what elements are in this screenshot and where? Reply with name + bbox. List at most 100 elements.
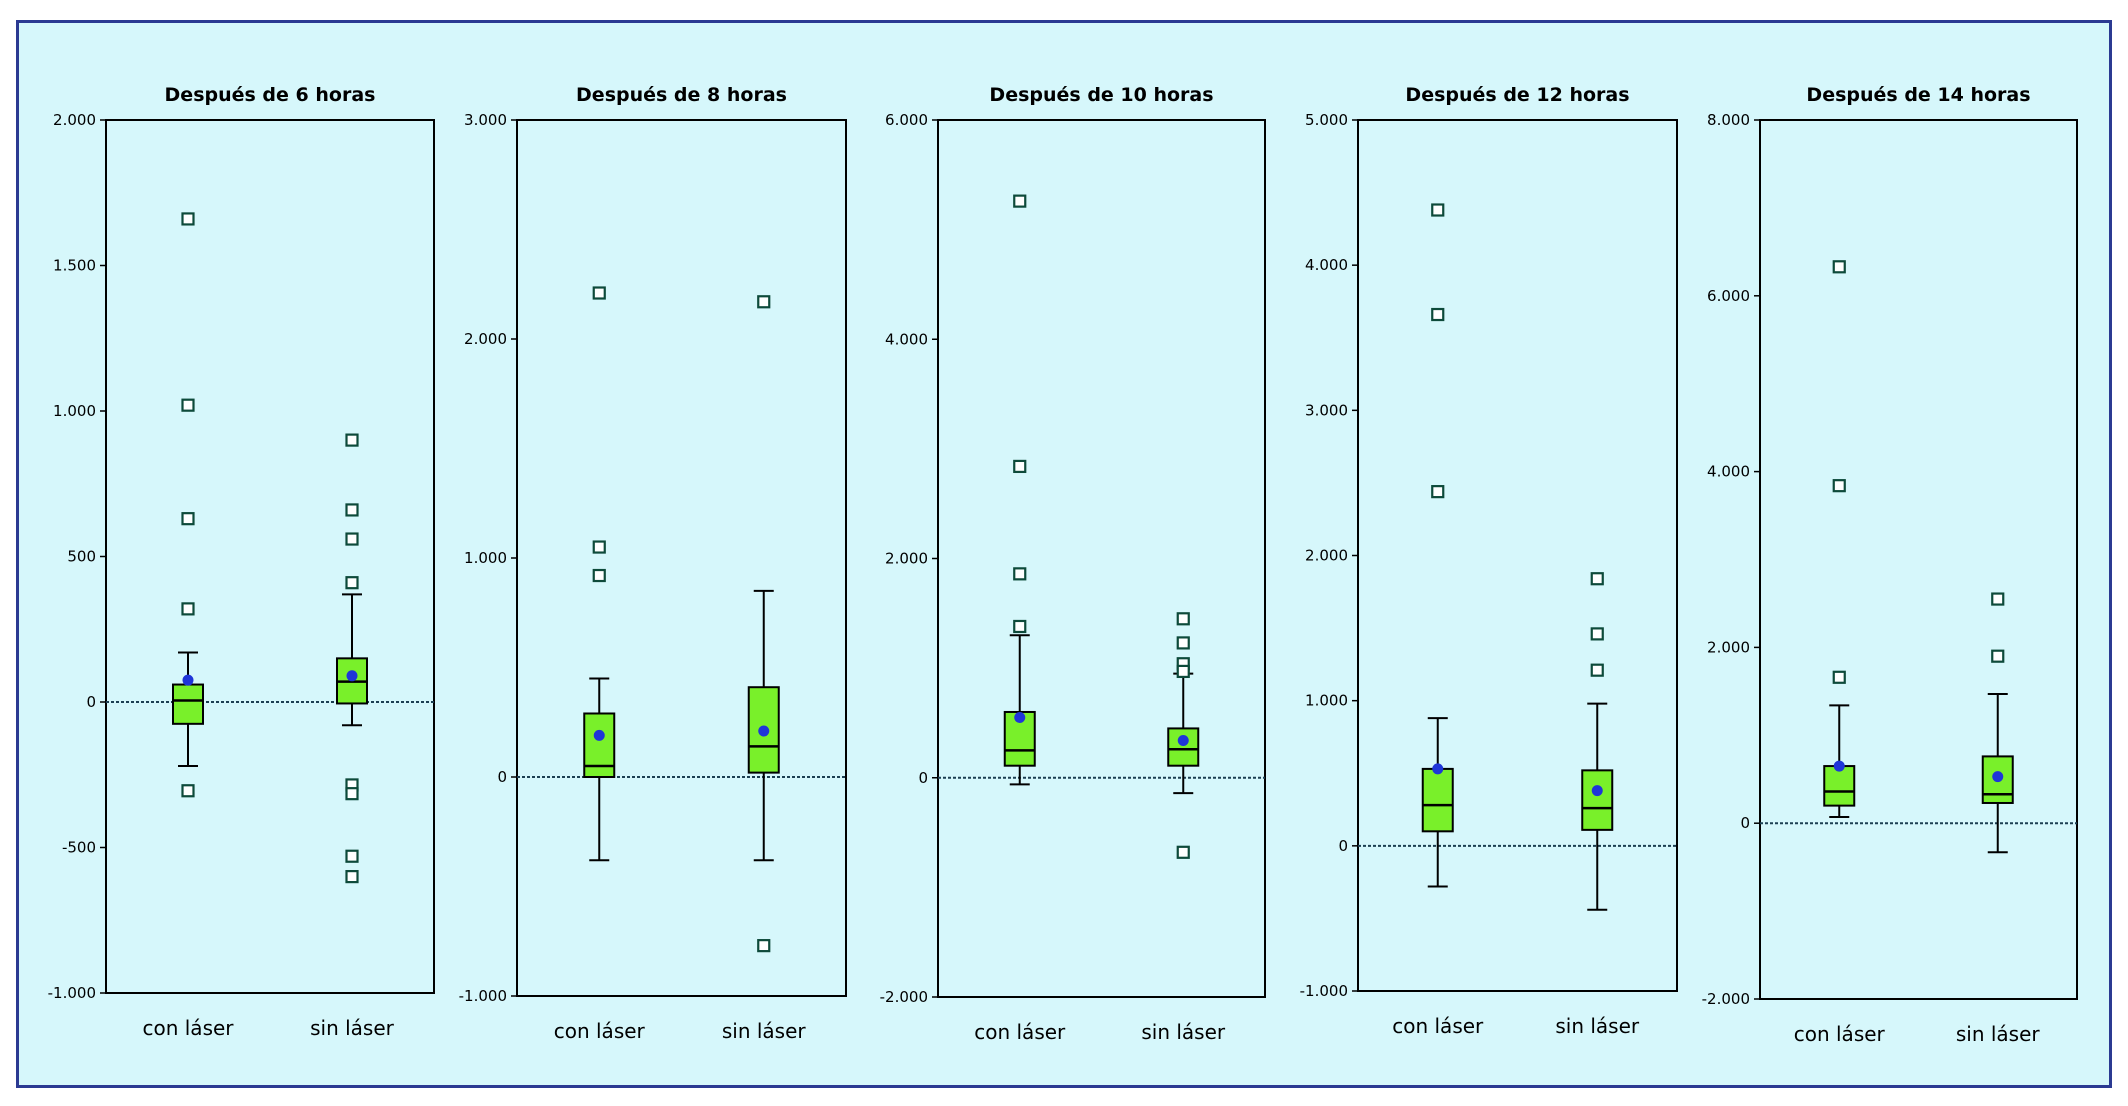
y-tick-label: 6.000 — [885, 111, 928, 129]
x-category-label: con láser — [554, 1019, 646, 1043]
outlier-marker — [345, 576, 359, 590]
y-tick-label: 0 — [918, 769, 928, 787]
chart-panel: Después de 14 horas -2.000 0 2.000 4.000 6.00… — [1702, 84, 2078, 1046]
boxplot-series — [336, 433, 368, 884]
chart-panel: Después de 6 horas -1.000 -500 0 500 1.000 1.5… — [48, 84, 435, 1040]
x-category-label: sin láser — [1555, 1014, 1640, 1038]
outlier-marker — [1991, 592, 2005, 606]
boxplot-series — [1581, 572, 1614, 911]
y-tick-label: 4.000 — [1305, 256, 1348, 274]
boxplot-series — [172, 212, 204, 798]
panel-title: Después de 12 horas — [1405, 84, 1629, 106]
y-tick-label: 3.000 — [464, 111, 507, 129]
chart-panel: Después de 12 horas -1.000 0 1.000 2.000 3.00… — [1300, 84, 1678, 1038]
mean-marker — [593, 729, 605, 741]
outlier-marker — [181, 398, 195, 412]
outlier-marker — [1176, 845, 1190, 859]
outlier-marker — [1013, 459, 1027, 474]
panel-title: Después de 14 horas — [1806, 84, 2030, 106]
iqr-box — [1167, 727, 1200, 767]
plot-area — [516, 119, 847, 997]
boxplot-series — [1981, 592, 2014, 854]
outlier-marker — [757, 939, 771, 953]
y-tick-label: -1.000 — [1300, 982, 1348, 1000]
chart-panel: Después de 10 horas -2.000 0 2.000 4.000 6.00… — [880, 84, 1266, 1044]
boxplot-series — [747, 295, 780, 953]
y-tick-label: 3.000 — [1305, 401, 1348, 419]
y-tick-label: 4.000 — [885, 330, 928, 348]
outlier-marker — [1013, 619, 1027, 634]
outlier-marker — [181, 602, 195, 616]
y-tick-label: 500 — [67, 548, 96, 566]
y-tick-label: 4.000 — [1707, 463, 1750, 481]
x-category-label: con láser — [142, 1016, 234, 1040]
outlier-marker — [1176, 612, 1190, 626]
x-category-label: con láser — [1794, 1022, 1886, 1046]
outlier-marker — [1832, 260, 1846, 274]
y-tick-label: 1.000 — [1305, 692, 1348, 710]
outlier-marker — [345, 787, 359, 801]
chart-figure-frame — [16, 20, 2112, 1088]
outlier-marker — [1590, 572, 1604, 586]
outlier-marker — [181, 784, 195, 798]
iqr-box — [1421, 767, 1454, 833]
y-tick-label: 2.000 — [53, 111, 96, 129]
x-category-label: sin láser — [1956, 1022, 2041, 1046]
y-tick-label: 0 — [1338, 837, 1348, 855]
outlier-marker — [1431, 307, 1445, 322]
outlier-marker — [1431, 203, 1445, 217]
y-tick-label: 2.000 — [1707, 638, 1750, 656]
mean-marker — [1591, 785, 1603, 797]
x-category-label: sin láser — [722, 1019, 807, 1043]
iqr-box — [1581, 769, 1614, 831]
mean-marker — [758, 725, 770, 737]
iqr-box — [1823, 765, 1856, 807]
outlier-marker — [1590, 663, 1604, 677]
outlier-marker — [345, 849, 359, 863]
mean-marker — [182, 674, 194, 686]
y-tick-label: -2.000 — [880, 988, 928, 1006]
outlier-marker — [757, 295, 771, 309]
outlier-marker — [345, 503, 359, 517]
mean-marker — [1177, 734, 1189, 746]
boxplot-series — [1167, 612, 1200, 859]
mean-marker — [1432, 763, 1444, 775]
mean-marker — [1992, 771, 2004, 783]
y-tick-label: 2.000 — [885, 550, 928, 568]
outlier-marker — [1991, 649, 2005, 663]
y-tick-label: -1.000 — [459, 987, 507, 1005]
y-tick-label: 0 — [86, 693, 96, 711]
outlier-marker — [592, 540, 606, 554]
iqr-box — [583, 712, 616, 778]
panel-title: Después de 8 horas — [576, 84, 787, 106]
outlier-marker — [1176, 636, 1190, 650]
panel-title: Después de 10 horas — [989, 84, 1213, 106]
y-tick-label: 1.000 — [464, 549, 507, 567]
x-category-label: con láser — [974, 1020, 1066, 1044]
iqr-box — [172, 683, 204, 725]
plot-area — [937, 119, 1266, 998]
outlier-marker — [1176, 664, 1190, 679]
y-tick-label: 2.000 — [464, 330, 507, 348]
outlier-marker — [345, 532, 359, 546]
y-tick-label: 6.000 — [1707, 287, 1750, 305]
x-category-label: sin láser — [310, 1016, 395, 1040]
outlier-marker — [1832, 479, 1846, 493]
boxplot-series — [1823, 260, 1856, 819]
boxplot-series — [1421, 203, 1454, 888]
mean-marker — [346, 670, 358, 682]
x-category-label: con láser — [1392, 1014, 1484, 1038]
plot-area — [1759, 119, 2078, 1000]
outlier-marker — [592, 286, 606, 300]
outlier-marker — [1832, 670, 1846, 684]
mean-marker — [1014, 711, 1026, 723]
outlier-marker — [1431, 485, 1445, 499]
boxplot-series — [583, 286, 616, 862]
y-tick-label: 0 — [497, 768, 507, 786]
outlier-marker — [1013, 567, 1027, 581]
y-tick-label: -1.000 — [48, 984, 96, 1002]
outlier-marker — [1013, 194, 1027, 208]
plot-area — [105, 119, 435, 994]
x-category-label: sin láser — [1141, 1020, 1226, 1044]
